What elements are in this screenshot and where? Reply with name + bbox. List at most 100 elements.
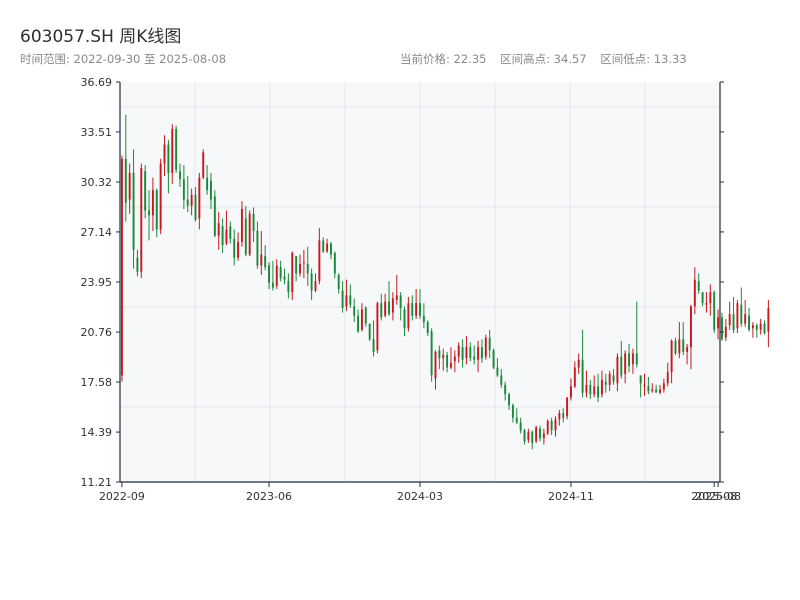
candle-body: [136, 257, 139, 272]
y-tick-label: 14.39: [81, 426, 113, 439]
y-tick-label: 30.32: [81, 176, 113, 189]
candle-body: [628, 353, 630, 366]
candle-body: [426, 322, 429, 334]
candle-body: [237, 241, 240, 258]
x-tick-label: 2024-11: [548, 490, 594, 503]
candle-body: [690, 306, 692, 348]
candle-body: [484, 337, 487, 357]
candle-body: [519, 422, 522, 431]
x-tick-label: 2024-03: [397, 490, 443, 503]
x-tick-label: 2023-06: [246, 490, 292, 503]
candle-body: [240, 209, 243, 242]
candle-body: [558, 413, 561, 420]
candle-body: [662, 383, 665, 390]
candle-body: [388, 301, 390, 315]
y-tick-label: 27.14: [81, 226, 113, 239]
candle-body: [206, 177, 209, 191]
candle-body: [132, 172, 135, 250]
candle-body: [670, 340, 673, 373]
candle-body: [562, 413, 565, 418]
candle-body: [523, 430, 526, 442]
candle-body: [438, 350, 441, 359]
candle-body: [326, 243, 329, 252]
chart-title: 603057.SH 周K线图: [20, 27, 182, 47]
candle-body: [720, 317, 723, 340]
candle-body: [639, 375, 642, 384]
candle-body: [399, 295, 402, 308]
candle-body: [469, 347, 472, 359]
candle-body: [527, 431, 530, 440]
candle-body: [333, 252, 336, 274]
candle-body: [341, 290, 344, 308]
date-range-label: 时间范围: 2022-09-30 至 2025-08-08: [20, 52, 227, 66]
candle-body: [666, 372, 669, 384]
candle-body: [511, 405, 514, 418]
candle-body: [624, 353, 627, 374]
candle-body: [539, 428, 541, 439]
candle-body: [368, 323, 371, 340]
candle-body: [391, 298, 394, 313]
candle-body: [182, 179, 185, 200]
candle-body: [763, 323, 766, 334]
candle-body: [167, 144, 170, 173]
candle-body: [287, 281, 290, 293]
candle-body: [349, 295, 352, 305]
candle-body: [604, 381, 607, 385]
candle-body: [736, 303, 739, 329]
candle-body: [322, 240, 325, 252]
current-price-label: 当前价格: 22.35: [400, 52, 487, 66]
candle-body: [593, 386, 596, 395]
price-stats: 当前价格: 22.35 区间高点: 34.57 区间低点: 13.33: [400, 51, 697, 67]
candle-body: [372, 339, 375, 352]
candle-body: [461, 347, 464, 360]
candle-body: [434, 351, 437, 379]
candle-body: [446, 354, 449, 368]
candle-body: [155, 190, 158, 230]
candle-body: [268, 265, 270, 283]
candle-body: [159, 163, 162, 230]
candle-body: [573, 367, 576, 387]
candle-body: [275, 265, 278, 286]
candle-body: [411, 303, 414, 316]
candle-body: [767, 307, 770, 332]
y-tick-label: 11.21: [81, 476, 113, 489]
candle-body: [577, 359, 580, 368]
candle-body: [380, 303, 383, 318]
candle-body: [480, 347, 483, 359]
candle-body: [465, 347, 468, 359]
candle-body: [697, 281, 700, 291]
candle-body: [190, 194, 193, 206]
candle-body: [608, 373, 611, 385]
candle-body: [504, 384, 507, 395]
candle-body: [175, 128, 178, 170]
candle-body: [473, 356, 476, 360]
candle-body: [171, 128, 174, 173]
candle-body: [674, 340, 677, 354]
candle-body: [198, 177, 201, 219]
x-tick-label: 2022-09: [99, 490, 145, 503]
candle-body: [709, 292, 712, 304]
candle-body: [210, 180, 212, 200]
candle-body: [643, 384, 646, 386]
candle-body: [148, 210, 150, 216]
candle-body: [759, 323, 762, 330]
candle-body: [508, 394, 510, 406]
candle-body: [612, 375, 615, 382]
candle-body: [395, 295, 398, 301]
candle-body: [655, 389, 658, 393]
candle-body: [128, 172, 131, 200]
candle-body: [186, 199, 189, 206]
candle-body: [566, 397, 569, 417]
candle-body: [202, 152, 205, 178]
candle-body: [616, 356, 619, 384]
candle-body: [415, 303, 418, 316]
candle-body: [500, 375, 503, 385]
candle-body: [717, 317, 720, 329]
candle-body: [659, 389, 661, 393]
candle-body: [299, 263, 301, 274]
candle-body: [635, 353, 638, 365]
candle-body: [144, 171, 147, 211]
candle-body: [279, 267, 282, 279]
candle-body: [233, 238, 236, 258]
